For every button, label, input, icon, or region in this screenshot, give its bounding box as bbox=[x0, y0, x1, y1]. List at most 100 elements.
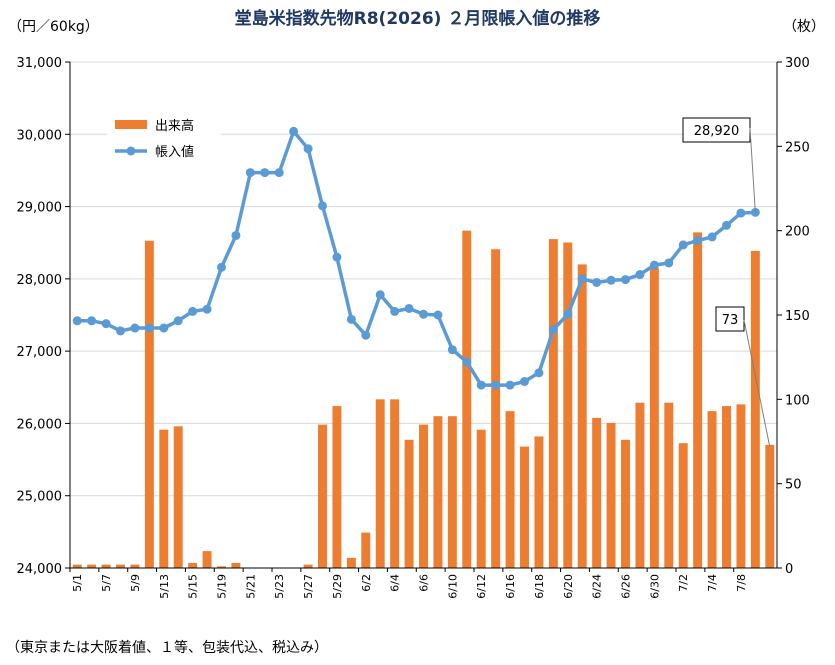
volume-bar bbox=[231, 562, 241, 568]
callout-label-settlement: 28,920 bbox=[694, 124, 740, 139]
volume-bar bbox=[346, 557, 356, 568]
volume-bar bbox=[390, 399, 400, 568]
volume-bar bbox=[433, 416, 443, 568]
settlement-point bbox=[217, 262, 226, 272]
x-axis-tick-label: 6/6 bbox=[418, 574, 431, 592]
volume-bar bbox=[722, 406, 731, 568]
callout-box-settlement bbox=[682, 117, 751, 143]
volume-bar bbox=[462, 230, 472, 568]
settlement-point bbox=[188, 306, 198, 316]
legend-box bbox=[107, 109, 221, 167]
x-axis-tick-label: 6/4 bbox=[389, 574, 402, 592]
right-axis-tick-label: 0 bbox=[785, 562, 793, 577]
settlement-point bbox=[404, 303, 414, 313]
footnote: （東京または大阪着値、１等、包装代込、税込み） bbox=[6, 640, 328, 656]
legend-label-settlement: 帳入値 bbox=[155, 144, 194, 160]
x-axis-tick-label: 6/12 bbox=[475, 574, 488, 599]
volume-bar bbox=[664, 402, 674, 568]
left-axis-tick-label: 25,000 bbox=[17, 490, 63, 505]
callout-box-volume bbox=[715, 306, 745, 332]
volume-bar bbox=[736, 404, 746, 568]
volume-bar bbox=[765, 444, 775, 568]
volume-bar bbox=[72, 564, 82, 568]
settlement-point bbox=[693, 236, 703, 246]
settlement-point bbox=[505, 380, 515, 390]
right-axis-tick-label: 150 bbox=[785, 309, 810, 324]
x-axis-tick-label: 5/27 bbox=[302, 574, 315, 599]
settlement-point bbox=[361, 330, 371, 340]
callout-leader-settlement bbox=[749, 127, 756, 213]
left-axis-tick-label: 28,000 bbox=[17, 273, 63, 288]
left-axis-tick-label: 26,000 bbox=[17, 417, 63, 432]
volume-bar bbox=[159, 429, 169, 568]
volume-bar bbox=[188, 562, 198, 568]
settlement-point bbox=[649, 260, 659, 270]
callout-leader-volume bbox=[743, 319, 771, 447]
volume-bar bbox=[303, 564, 313, 568]
settlement-point bbox=[419, 309, 428, 319]
right-axis-tick-label: 50 bbox=[785, 478, 802, 493]
left-axis-tick-label: 24,000 bbox=[17, 562, 63, 577]
volume-bar bbox=[491, 249, 501, 568]
settlement-point bbox=[303, 144, 313, 154]
volume-bar bbox=[621, 439, 630, 568]
settlement-point bbox=[592, 277, 602, 287]
settlement-point bbox=[635, 270, 645, 280]
volume-bar bbox=[577, 264, 587, 568]
settlement-point bbox=[707, 232, 717, 242]
volume-bar bbox=[606, 422, 616, 568]
x-axis-tick-label: 5/1 bbox=[71, 574, 84, 592]
settlement-point bbox=[577, 274, 587, 284]
settlement-point bbox=[520, 377, 529, 387]
volume-bar bbox=[116, 564, 125, 568]
volume-bar bbox=[563, 242, 573, 568]
volume-bar bbox=[202, 551, 212, 568]
settlement-point bbox=[736, 208, 746, 218]
volume-bars bbox=[72, 230, 775, 568]
volume-bar bbox=[548, 239, 558, 568]
volume-bar bbox=[750, 250, 760, 568]
volume-bar bbox=[332, 406, 342, 568]
volume-bar bbox=[447, 416, 457, 568]
volume-bar bbox=[375, 399, 385, 568]
volume-bar bbox=[649, 267, 659, 568]
volume-bar bbox=[87, 564, 97, 568]
axes: 24,000 25,000 26,000 27,000 28,000 29,000 30,0… bbox=[17, 56, 810, 599]
left-axis-tick-label: 30,000 bbox=[17, 128, 63, 143]
volume-bar bbox=[144, 240, 154, 568]
settlement-point bbox=[462, 357, 472, 367]
x-axis-tick-label: 7/8 bbox=[735, 574, 748, 592]
settlement-point bbox=[606, 275, 616, 285]
settlement-point bbox=[318, 201, 327, 211]
volume-bar bbox=[101, 564, 111, 568]
volume-bar bbox=[217, 566, 226, 568]
volume-bar bbox=[318, 424, 327, 568]
settlement-line bbox=[72, 126, 760, 390]
x-axis-tick-label: 5/13 bbox=[158, 574, 171, 599]
settlement-point bbox=[621, 275, 630, 285]
x-axis-tick-label: 7/2 bbox=[677, 574, 690, 592]
x-axis-tick-label: 5/23 bbox=[273, 574, 286, 599]
settlement-point bbox=[72, 316, 82, 326]
right-axis-tick-label: 300 bbox=[785, 56, 810, 71]
x-axis-tick-label: 6/26 bbox=[620, 574, 633, 599]
settlement-point bbox=[390, 306, 400, 316]
x-axis-tick-label: 5/9 bbox=[129, 574, 142, 592]
x-axis-tick-label: 6/16 bbox=[504, 574, 517, 599]
volume-bar bbox=[678, 443, 688, 568]
settlement-point bbox=[447, 345, 457, 355]
volume-bar bbox=[592, 417, 602, 568]
settlement-point bbox=[332, 252, 342, 262]
settlement-point bbox=[678, 240, 688, 250]
volume-bar bbox=[404, 439, 414, 568]
x-axis-tick-label: 6/18 bbox=[533, 574, 546, 599]
x-axis-tick-label: 5/29 bbox=[331, 574, 344, 599]
settlement-point bbox=[116, 326, 125, 336]
x-axis-tick-label: 6/2 bbox=[360, 574, 373, 592]
x-axis-tick-label: 5/15 bbox=[187, 574, 200, 599]
settlement-point bbox=[548, 324, 558, 334]
volume-bar bbox=[361, 532, 371, 568]
volume-bar bbox=[505, 411, 515, 568]
x-axis-tick-label: 7/4 bbox=[706, 574, 719, 592]
